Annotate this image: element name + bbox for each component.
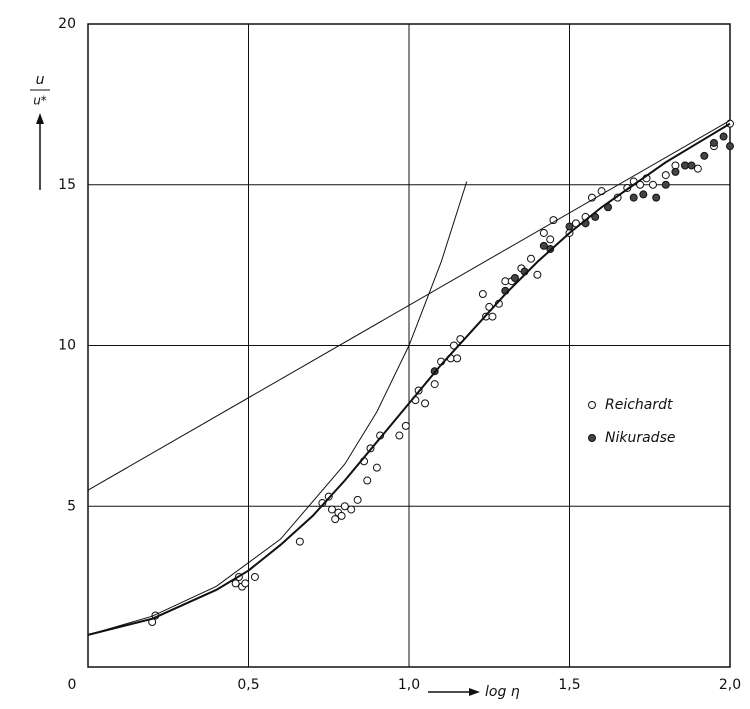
data-point — [510, 273, 519, 282]
data-point — [231, 579, 240, 588]
data-point — [353, 495, 362, 504]
data-point — [693, 164, 702, 173]
data-point — [597, 187, 606, 196]
data-point — [687, 161, 696, 170]
x-tick-label: 1,0 — [398, 677, 420, 693]
curve — [87, 120, 731, 491]
data-point — [661, 171, 670, 180]
data-point — [652, 193, 661, 202]
y-tick-label: 10 — [58, 338, 76, 354]
data-point — [363, 476, 372, 485]
data-point — [526, 254, 535, 263]
data-point — [347, 505, 356, 514]
data-point — [539, 228, 548, 237]
data-point — [488, 312, 497, 321]
data-point — [709, 138, 718, 147]
data-point — [401, 421, 410, 430]
data-point — [337, 511, 346, 520]
data-point — [372, 463, 381, 472]
legend-marker — [588, 401, 596, 409]
y-label-denominator: u* — [33, 94, 47, 108]
data-point — [430, 380, 439, 389]
data-point — [639, 190, 648, 199]
data-point — [565, 222, 574, 231]
data-point — [546, 235, 555, 244]
x-tick-label: 1,5 — [558, 677, 580, 693]
legend-label: Nikuradse — [605, 430, 675, 446]
data-point — [671, 167, 680, 176]
data-point — [395, 431, 404, 440]
y-label-numerator: u — [36, 72, 45, 88]
data-point — [453, 354, 462, 363]
data-point — [726, 142, 734, 151]
data-point — [648, 180, 657, 189]
data-point — [478, 290, 487, 299]
x-arrowhead — [469, 688, 480, 696]
x-tick-label: 2,0 — [719, 677, 741, 693]
data-point — [340, 502, 349, 511]
data-point — [629, 193, 638, 202]
data-point — [700, 151, 709, 160]
data-point — [250, 572, 259, 581]
data-point — [421, 399, 430, 408]
y-tick-label: 5 — [67, 498, 76, 514]
legend-label: Reichardt — [605, 397, 673, 413]
y-arrowhead — [36, 113, 44, 124]
data-point — [295, 537, 304, 546]
curve — [87, 122, 731, 636]
data-point — [241, 579, 250, 588]
x-tick-label: 0,5 — [237, 677, 259, 693]
curve — [87, 181, 468, 636]
data-point — [331, 515, 340, 524]
data-point — [533, 270, 542, 279]
data-point — [539, 241, 548, 250]
data-point — [661, 180, 670, 189]
y-tick-label: 15 — [58, 177, 76, 193]
y-tick-label: 20 — [58, 16, 76, 32]
legend-marker — [588, 434, 596, 442]
x-label: log η — [485, 684, 520, 700]
data-point — [327, 505, 336, 514]
x-tick-label: 0 — [68, 677, 77, 693]
data-point — [719, 132, 728, 141]
